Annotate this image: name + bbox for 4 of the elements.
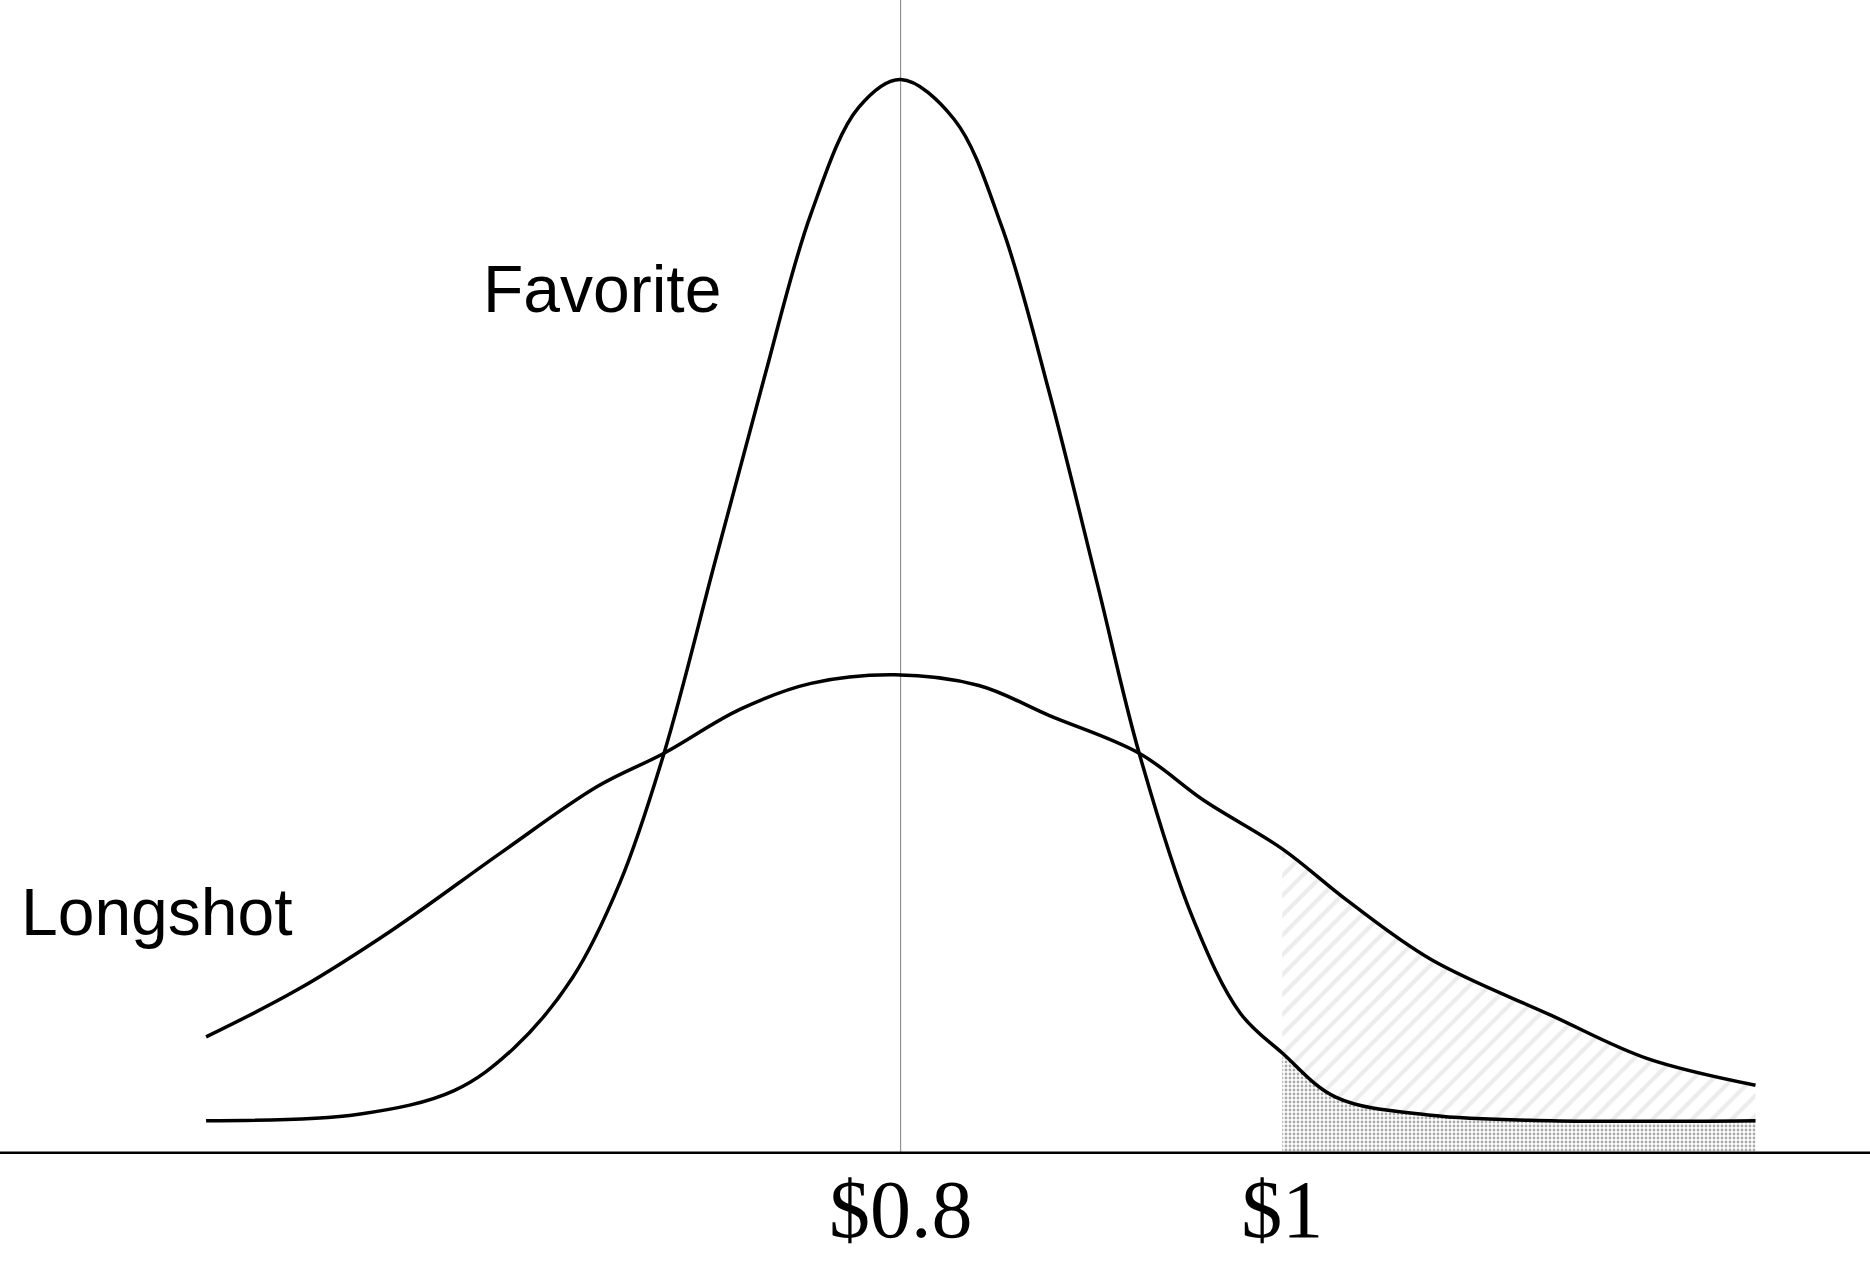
series-label: Favorite: [483, 252, 722, 326]
x-tick-label: $0.8: [828, 1164, 973, 1255]
series-label: Longshot: [21, 875, 293, 949]
x-tick-label: $1: [1241, 1164, 1324, 1255]
